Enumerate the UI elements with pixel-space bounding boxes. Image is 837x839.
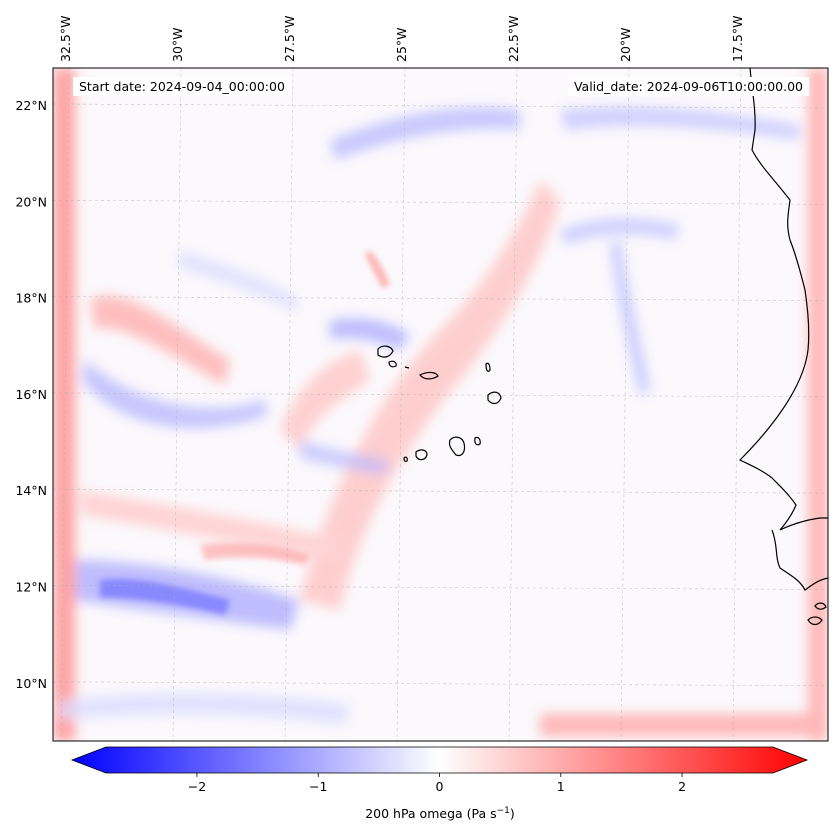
longitude-label: 20°W <box>618 27 633 62</box>
latitude-label: 12°N <box>15 580 47 595</box>
bijagos-islands <box>807 602 827 626</box>
latitude-label: 20°N <box>15 194 47 209</box>
meridian-line <box>60 68 70 741</box>
meridian-line <box>172 68 182 741</box>
meridian-line <box>620 68 630 741</box>
colorbar-tick-label: −2 <box>188 779 206 794</box>
longitude-label: 27.5°W <box>282 16 297 62</box>
colorbar-tick-label: 0 <box>436 779 444 794</box>
latitude-label: 10°N <box>15 676 47 691</box>
latitude-label: 18°N <box>15 291 47 306</box>
meridian-line <box>508 68 518 741</box>
colorbar-tick-label: 2 <box>678 779 686 794</box>
boa-vista-island <box>487 391 502 405</box>
colorbar-tick-label: 1 <box>557 779 565 794</box>
meridian-line <box>396 68 406 741</box>
colorbar-ticks: −2 −1 0 1 2 <box>188 773 686 794</box>
brava-island <box>403 456 408 462</box>
longitude-label: 17.5°W <box>730 16 745 62</box>
west-africa-coastline <box>738 68 828 531</box>
fogo-island <box>415 449 428 461</box>
latitude-label: 16°N <box>15 387 47 402</box>
santiago-island <box>448 436 466 457</box>
colorbar-label-prefix: 200 hPa omega (Pa s <box>365 806 497 822</box>
meridian-line <box>284 68 294 741</box>
start-date-label: Start date: 2024-09-04_00:00:00 <box>73 77 291 96</box>
meridian-line <box>732 68 742 741</box>
sao-nicolau-island <box>419 371 439 380</box>
longitude-label: 32.5°W <box>58 16 73 62</box>
colorbar-label-exponent: −1 <box>496 806 510 816</box>
colorbar-body <box>70 746 809 774</box>
colorbar-tick-label: −1 <box>309 779 327 794</box>
latitude-label: 14°N <box>15 483 47 498</box>
santo-antao-island <box>377 345 394 358</box>
colorbar: −2 −1 0 1 2 <box>70 746 809 794</box>
latitude-labels: 22°N 20°N 18°N 16°N 14°N 12°N 10°N <box>15 98 47 691</box>
coastlines <box>377 68 828 626</box>
omega-field <box>53 68 828 741</box>
valid-date-label: Valid_date: 2024-09-06T10:00:00.00 <box>567 77 809 96</box>
guinea-coastline <box>771 529 828 591</box>
colorbar-label: 200 hPa omega (Pa s−1) <box>0 806 837 821</box>
longitude-label: 30°W <box>170 27 185 62</box>
map-frame <box>52 67 829 742</box>
longitude-labels: 32.5°W 30°W 27.5°W 25°W 22.5°W 20°W 17.5°W <box>58 16 745 62</box>
sao-vicente-island <box>388 360 397 368</box>
longitude-label: 22.5°W <box>506 16 521 62</box>
santa-luzia-island <box>404 366 410 369</box>
colorbar-label-suffix: ) <box>509 806 515 822</box>
latitude-label: 22°N <box>15 98 47 113</box>
gridlines <box>53 68 828 741</box>
longitude-label: 25°W <box>394 27 409 62</box>
sal-island <box>485 362 491 372</box>
maio-island <box>474 436 481 446</box>
